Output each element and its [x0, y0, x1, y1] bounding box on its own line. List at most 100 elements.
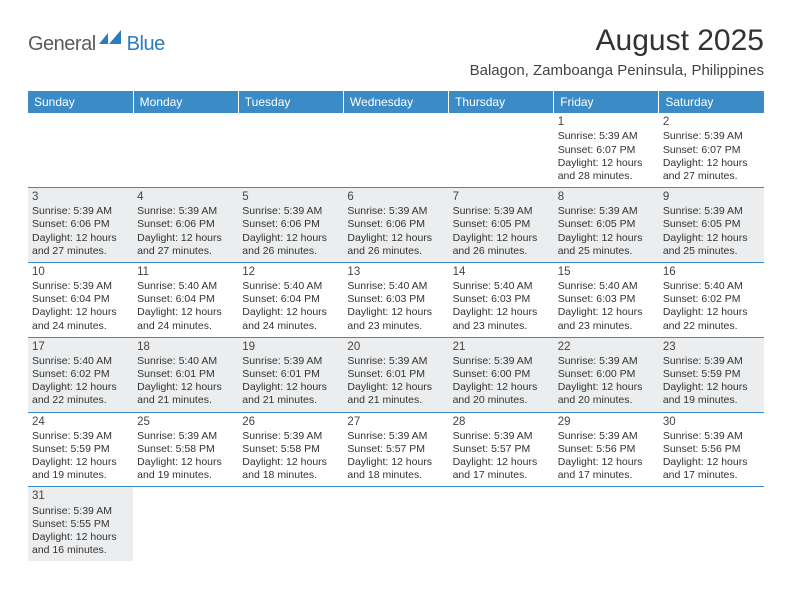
daylight-line1: Daylight: 12 hours [453, 306, 550, 319]
daylight-line2: and 21 minutes. [347, 394, 444, 407]
calendar-cell [343, 113, 448, 187]
daylight-line2: and 22 minutes. [663, 320, 760, 333]
daylight-line2: and 27 minutes. [137, 245, 234, 258]
daylight-line1: Daylight: 12 hours [453, 456, 550, 469]
daylight-line1: Daylight: 12 hours [663, 456, 760, 469]
day-number: 7 [453, 190, 550, 204]
day-number: 26 [242, 415, 339, 429]
daylight-line2: and 20 minutes. [558, 394, 655, 407]
sunrise-text: Sunrise: 5:39 AM [242, 205, 339, 218]
daylight-line2: and 24 minutes. [137, 320, 234, 333]
daylight-line1: Daylight: 12 hours [242, 306, 339, 319]
daylight-line1: Daylight: 12 hours [32, 531, 129, 544]
day-number: 8 [558, 190, 655, 204]
calendar-cell: 10Sunrise: 5:39 AMSunset: 6:04 PMDayligh… [28, 262, 133, 337]
daylight-line2: and 25 minutes. [663, 245, 760, 258]
calendar-cell: 4Sunrise: 5:39 AMSunset: 6:06 PMDaylight… [133, 187, 238, 262]
daylight-line2: and 23 minutes. [453, 320, 550, 333]
daylight-line2: and 19 minutes. [663, 394, 760, 407]
daylight-line2: and 17 minutes. [558, 469, 655, 482]
day-number: 11 [137, 265, 234, 279]
dow-friday: Friday [554, 91, 659, 113]
daylight-line2: and 24 minutes. [32, 320, 129, 333]
day-number: 30 [663, 415, 760, 429]
calendar-week-row: 24Sunrise: 5:39 AMSunset: 5:59 PMDayligh… [28, 412, 764, 487]
calendar-cell [238, 487, 343, 561]
daylight-line1: Daylight: 12 hours [137, 381, 234, 394]
sunset-text: Sunset: 6:06 PM [32, 218, 129, 231]
calendar-header-row: Sunday Monday Tuesday Wednesday Thursday… [28, 91, 764, 113]
sunrise-text: Sunrise: 5:39 AM [137, 205, 234, 218]
day-number: 12 [242, 265, 339, 279]
calendar-cell: 20Sunrise: 5:39 AMSunset: 6:01 PMDayligh… [343, 337, 448, 412]
sunset-text: Sunset: 6:04 PM [32, 293, 129, 306]
calendar-cell: 3Sunrise: 5:39 AMSunset: 6:06 PMDaylight… [28, 187, 133, 262]
logo: General Blue [28, 30, 165, 59]
day-number: 16 [663, 265, 760, 279]
daylight-line2: and 26 minutes. [242, 245, 339, 258]
page-title: August 2025 [470, 24, 764, 58]
calendar-cell: 6Sunrise: 5:39 AMSunset: 6:06 PMDaylight… [343, 187, 448, 262]
sunrise-text: Sunrise: 5:39 AM [558, 430, 655, 443]
sunset-text: Sunset: 5:56 PM [663, 443, 760, 456]
daylight-line1: Daylight: 12 hours [32, 456, 129, 469]
sunset-text: Sunset: 6:04 PM [242, 293, 339, 306]
day-number: 23 [663, 340, 760, 354]
daylight-line1: Daylight: 12 hours [137, 456, 234, 469]
daylight-line2: and 16 minutes. [32, 544, 129, 557]
calendar-cell: 25Sunrise: 5:39 AMSunset: 5:58 PMDayligh… [133, 412, 238, 487]
sunrise-text: Sunrise: 5:40 AM [137, 280, 234, 293]
sunset-text: Sunset: 6:03 PM [347, 293, 444, 306]
daylight-line1: Daylight: 12 hours [453, 232, 550, 245]
day-number: 31 [32, 489, 129, 503]
day-number: 2 [663, 115, 760, 129]
daylight-line1: Daylight: 12 hours [32, 306, 129, 319]
sunset-text: Sunset: 5:59 PM [32, 443, 129, 456]
logo-text-blue: Blue [127, 33, 165, 56]
sunset-text: Sunset: 5:59 PM [663, 368, 760, 381]
sunrise-text: Sunrise: 5:39 AM [453, 430, 550, 443]
day-number: 18 [137, 340, 234, 354]
calendar-cell: 28Sunrise: 5:39 AMSunset: 5:57 PMDayligh… [449, 412, 554, 487]
location-subtitle: Balagon, Zamboanga Peninsula, Philippine… [470, 62, 764, 79]
sunset-text: Sunset: 6:02 PM [32, 368, 129, 381]
sunrise-text: Sunrise: 5:39 AM [347, 430, 444, 443]
calendar-cell [449, 113, 554, 187]
sunrise-text: Sunrise: 5:39 AM [453, 205, 550, 218]
calendar-cell: 22Sunrise: 5:39 AMSunset: 6:00 PMDayligh… [554, 337, 659, 412]
calendar-cell: 18Sunrise: 5:40 AMSunset: 6:01 PMDayligh… [133, 337, 238, 412]
calendar-week-row: 10Sunrise: 5:39 AMSunset: 6:04 PMDayligh… [28, 262, 764, 337]
sunset-text: Sunset: 6:06 PM [137, 218, 234, 231]
sunset-text: Sunset: 6:06 PM [242, 218, 339, 231]
daylight-line1: Daylight: 12 hours [663, 306, 760, 319]
calendar-cell [343, 487, 448, 561]
dow-saturday: Saturday [659, 91, 764, 113]
daylight-line1: Daylight: 12 hours [347, 381, 444, 394]
daylight-line1: Daylight: 12 hours [137, 232, 234, 245]
sunrise-text: Sunrise: 5:39 AM [453, 355, 550, 368]
day-number: 28 [453, 415, 550, 429]
day-number: 13 [347, 265, 444, 279]
sunrise-text: Sunrise: 5:39 AM [663, 355, 760, 368]
day-number: 25 [137, 415, 234, 429]
sunset-text: Sunset: 6:03 PM [558, 293, 655, 306]
daylight-line1: Daylight: 12 hours [32, 381, 129, 394]
calendar-cell: 1Sunrise: 5:39 AMSunset: 6:07 PMDaylight… [554, 113, 659, 187]
sunrise-text: Sunrise: 5:39 AM [347, 355, 444, 368]
daylight-line2: and 18 minutes. [242, 469, 339, 482]
sunrise-text: Sunrise: 5:40 AM [242, 280, 339, 293]
daylight-line2: and 19 minutes. [32, 469, 129, 482]
calendar-cell: 8Sunrise: 5:39 AMSunset: 6:05 PMDaylight… [554, 187, 659, 262]
calendar-cell: 15Sunrise: 5:40 AMSunset: 6:03 PMDayligh… [554, 262, 659, 337]
daylight-line2: and 28 minutes. [558, 170, 655, 183]
dow-wednesday: Wednesday [343, 91, 448, 113]
daylight-line1: Daylight: 12 hours [242, 381, 339, 394]
daylight-line2: and 22 minutes. [32, 394, 129, 407]
calendar-cell: 13Sunrise: 5:40 AMSunset: 6:03 PMDayligh… [343, 262, 448, 337]
day-number: 29 [558, 415, 655, 429]
sunset-text: Sunset: 6:01 PM [242, 368, 339, 381]
daylight-line1: Daylight: 12 hours [558, 232, 655, 245]
sunrise-text: Sunrise: 5:39 AM [558, 130, 655, 143]
logo-text-general: General [28, 33, 96, 56]
daylight-line2: and 26 minutes. [453, 245, 550, 258]
